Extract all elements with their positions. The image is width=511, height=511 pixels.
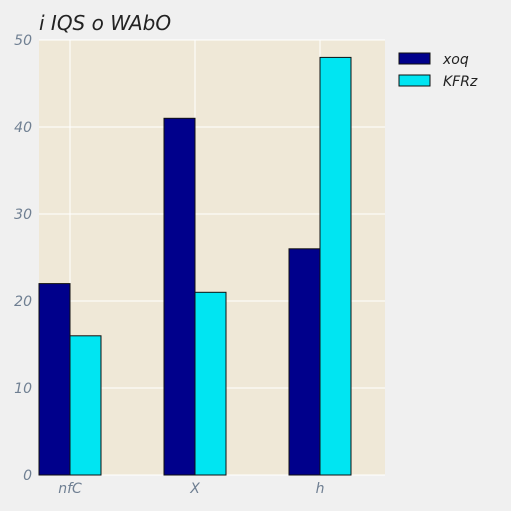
bar-KFRz-nfC <box>70 336 101 475</box>
x-tick-label: X <box>189 481 200 497</box>
y-tick-label: 40 <box>14 120 32 136</box>
bar-xoq-X <box>164 118 195 475</box>
bar-xoq-h <box>289 249 320 475</box>
legend-swatch-KFRz <box>399 75 430 86</box>
y-tick-label: 30 <box>14 207 32 223</box>
chart-title: i IQS o WAbO <box>39 11 171 35</box>
y-tick-label: 10 <box>14 381 32 397</box>
y-axis-ticks: 0 10 20 30 40 50 <box>14 33 32 484</box>
legend-swatch-xoq <box>399 53 430 64</box>
y-tick-label: 0 <box>23 468 32 484</box>
legend-label-xoq: xoq <box>442 52 469 68</box>
bar-xoq-nfC <box>39 284 70 475</box>
y-tick-label: 50 <box>14 33 32 49</box>
legend: xoq KFRz <box>399 52 478 90</box>
x-tick-label: nfC <box>58 481 82 497</box>
y-tick-label: 20 <box>14 294 32 310</box>
bar-KFRz-X <box>195 292 226 475</box>
legend-label-KFRz: KFRz <box>443 74 478 90</box>
bar-KFRz-h <box>320 57 351 475</box>
x-tick-label: h <box>316 481 325 497</box>
